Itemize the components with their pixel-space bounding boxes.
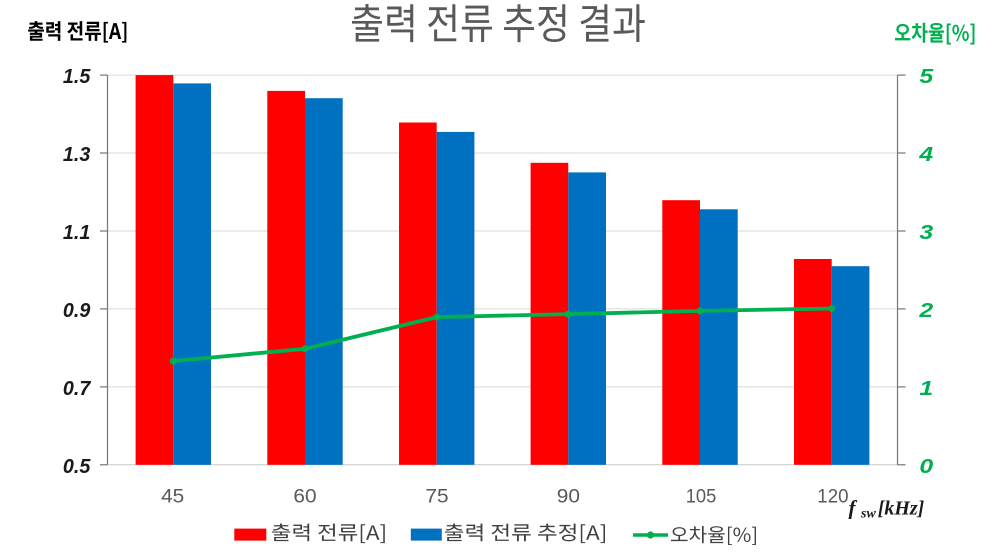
svg-text:0.7: 0.7 (63, 378, 91, 400)
svg-text:1.5: 1.5 (63, 66, 91, 88)
svg-text:f: f (849, 496, 858, 520)
svg-text:2: 2 (918, 300, 933, 322)
svg-text:1.3: 1.3 (63, 144, 90, 166)
svg-text:sw: sw (860, 507, 876, 522)
svg-text:5: 5 (919, 66, 934, 88)
svg-text:90: 90 (557, 485, 580, 507)
svg-text:0: 0 (919, 456, 933, 478)
svg-text:1.1: 1.1 (63, 222, 90, 244)
svg-text:75: 75 (425, 485, 448, 507)
svg-text:[kHz]: [kHz] (878, 498, 925, 520)
svg-text:0.5: 0.5 (63, 456, 91, 478)
svg-text:0.9: 0.9 (63, 300, 91, 322)
svg-text:4: 4 (918, 144, 933, 166)
svg-text:45: 45 (161, 485, 184, 507)
svg-text:1: 1 (919, 378, 933, 400)
svg-text:105: 105 (686, 485, 717, 507)
svg-text:60: 60 (293, 485, 316, 507)
svg-text:3: 3 (919, 222, 933, 244)
svg-text:120: 120 (817, 485, 848, 507)
